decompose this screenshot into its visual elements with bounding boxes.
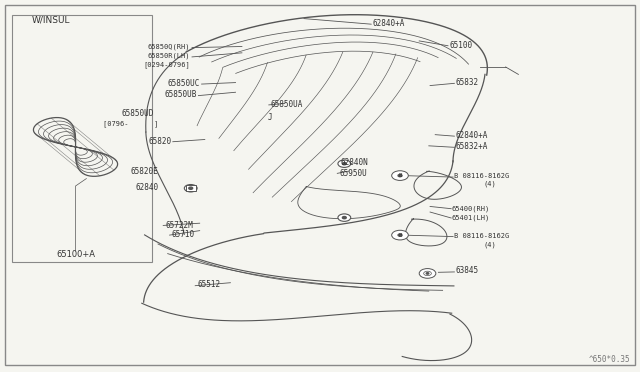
Text: 65100+A: 65100+A xyxy=(56,250,95,259)
Circle shape xyxy=(394,172,406,179)
Circle shape xyxy=(338,214,351,221)
Circle shape xyxy=(342,163,346,165)
Text: 62840+A: 62840+A xyxy=(372,19,405,28)
Text: B: B xyxy=(398,232,402,238)
Circle shape xyxy=(392,171,408,180)
Circle shape xyxy=(419,269,436,278)
Text: B: B xyxy=(398,173,402,178)
Text: J: J xyxy=(268,113,272,122)
Text: 65850UA: 65850UA xyxy=(270,100,303,109)
Text: 65401(LH): 65401(LH) xyxy=(451,214,490,221)
Text: 65100: 65100 xyxy=(449,41,472,50)
Text: 65832: 65832 xyxy=(456,78,479,87)
Text: B 08116-8162G: B 08116-8162G xyxy=(454,173,509,179)
Text: B 08116-8162G: B 08116-8162G xyxy=(454,233,509,239)
Text: 65950U: 65950U xyxy=(339,169,367,178)
Text: (4): (4) xyxy=(483,181,496,187)
Circle shape xyxy=(424,271,431,276)
Circle shape xyxy=(338,160,351,167)
Text: 65820E: 65820E xyxy=(131,167,159,176)
Text: 65850UC: 65850UC xyxy=(168,79,200,88)
Text: ^650*0.35: ^650*0.35 xyxy=(589,355,630,364)
Text: 62840: 62840 xyxy=(136,183,159,192)
Circle shape xyxy=(342,217,346,219)
Circle shape xyxy=(426,272,429,275)
Text: 65400(RH): 65400(RH) xyxy=(451,205,490,212)
Text: 65850UD: 65850UD xyxy=(121,109,154,118)
Text: 65512: 65512 xyxy=(197,280,220,289)
Text: 65722M: 65722M xyxy=(165,221,193,230)
Circle shape xyxy=(398,174,402,177)
Text: [0796-      ]: [0796- ] xyxy=(104,120,159,126)
Circle shape xyxy=(392,230,408,240)
Text: 65820: 65820 xyxy=(148,137,172,146)
Text: [0294-0796]: [0294-0796] xyxy=(143,62,190,68)
Text: 65710: 65710 xyxy=(172,230,195,239)
Bar xyxy=(12,15,152,262)
Circle shape xyxy=(421,270,434,277)
Text: 65850UB: 65850UB xyxy=(164,90,197,99)
Text: 62840+A: 62840+A xyxy=(456,131,488,140)
Text: W/INSUL: W/INSUL xyxy=(32,16,70,25)
Circle shape xyxy=(184,185,197,192)
Circle shape xyxy=(426,273,429,274)
Bar xyxy=(186,185,196,191)
Text: (4): (4) xyxy=(483,241,496,248)
Text: 65850Q(RH): 65850Q(RH) xyxy=(148,43,190,50)
Text: 62840N: 62840N xyxy=(340,158,368,167)
Text: 65832+A: 65832+A xyxy=(456,142,488,151)
Text: 65850R(LH): 65850R(LH) xyxy=(148,52,190,59)
Circle shape xyxy=(189,187,193,189)
Text: 63845: 63845 xyxy=(456,266,479,275)
Circle shape xyxy=(398,234,402,236)
Circle shape xyxy=(394,231,406,239)
